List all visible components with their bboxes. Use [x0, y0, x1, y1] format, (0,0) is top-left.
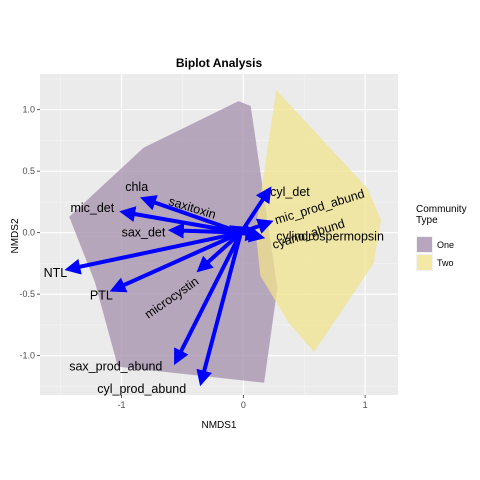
vector-NTL — [64, 230, 243, 275]
vector-label: cyl_det — [270, 185, 310, 199]
vector-cyl-prod-abund — [196, 230, 243, 387]
vector-label: cylindrospermopsin — [276, 229, 384, 243]
vector-label: sax_det — [122, 226, 166, 240]
legend-swatch-one — [417, 237, 432, 252]
legend-title: Community — [416, 204, 467, 215]
hull-layer — [69, 90, 381, 383]
y-tick-label: 1.0 — [22, 105, 35, 115]
vector-cyano-abund — [238, 225, 262, 242]
y-tick-label: -0.5 — [19, 289, 35, 299]
legend-title: Type — [416, 215, 438, 226]
vector-chla — [140, 195, 243, 235]
y-tick-label: 0.5 — [22, 166, 35, 176]
chart-title: Biplot Analysis — [176, 56, 263, 70]
x-tick-label: 1 — [363, 400, 368, 410]
vector-label: cyl_prod_abund — [97, 382, 186, 396]
hull-one — [69, 101, 278, 383]
vector-microcystin — [196, 230, 243, 273]
y-tick-label: 0.0 — [22, 228, 35, 238]
x-axis-title: NMDS1 — [201, 420, 236, 431]
vector-label: sax_prod_abund — [69, 360, 162, 374]
x-tick-label: 0 — [241, 400, 246, 410]
axis-layer: -1 0 1 1.0 0.5 0.0 -0.5 -1.0 — [19, 105, 367, 410]
vector-label: chla — [125, 180, 148, 194]
vector-sax-det — [167, 222, 243, 239]
hull-two — [255, 90, 381, 352]
legend-swatch-two — [417, 255, 432, 270]
y-tick-label: -1.0 — [19, 351, 35, 361]
y-axis-title: NMDS2 — [10, 218, 21, 253]
legend-label-one: One — [437, 240, 454, 250]
vector-sax-prod-abund — [174, 230, 243, 366]
vector-label: NTL — [44, 266, 68, 280]
legend-label-two: Two — [437, 258, 454, 268]
vector-PTL — [109, 230, 243, 293]
vector-layer — [64, 186, 274, 387]
vector-label: PTL — [90, 288, 113, 302]
vector-mic-det — [119, 206, 243, 235]
x-tick-label: -1 — [118, 400, 126, 410]
vector-label: mic_det — [70, 201, 114, 215]
